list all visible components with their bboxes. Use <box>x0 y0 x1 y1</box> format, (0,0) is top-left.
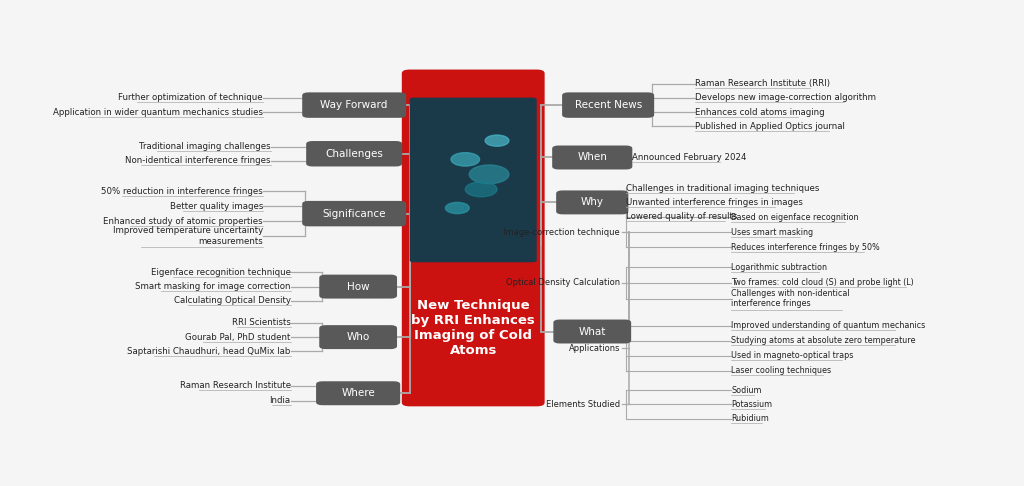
Text: When: When <box>578 153 607 162</box>
Text: Traditional imaging challenges: Traditional imaging challenges <box>139 142 270 151</box>
Text: How: How <box>347 281 370 292</box>
Text: Uses smart masking: Uses smart masking <box>731 228 813 237</box>
Text: Way Forward: Way Forward <box>321 100 388 110</box>
Circle shape <box>445 202 469 214</box>
Text: Laser cooling techniques: Laser cooling techniques <box>731 366 831 375</box>
Circle shape <box>485 135 509 146</box>
Text: Better quality images: Better quality images <box>170 202 263 210</box>
Text: Challenges in traditional imaging techniques: Challenges in traditional imaging techni… <box>627 184 820 192</box>
FancyBboxPatch shape <box>306 141 402 167</box>
FancyBboxPatch shape <box>319 275 397 298</box>
Text: Raman Research Institute (RRI): Raman Research Institute (RRI) <box>695 79 830 88</box>
Text: Raman Research Institute: Raman Research Institute <box>179 381 291 390</box>
Text: Non-identical interference fringes: Non-identical interference fringes <box>125 156 270 165</box>
Text: Calculating Optical Density: Calculating Optical Density <box>174 296 291 305</box>
Text: 50% reduction in interference fringes: 50% reduction in interference fringes <box>101 187 263 196</box>
Text: Further optimization of technique: Further optimization of technique <box>119 93 263 103</box>
Text: Gourab Pal, PhD student: Gourab Pal, PhD student <box>185 332 291 342</box>
Circle shape <box>469 165 509 184</box>
FancyBboxPatch shape <box>401 69 545 406</box>
Text: Significance: Significance <box>323 208 386 219</box>
Text: Develops new image-correction algorithm: Develops new image-correction algorithm <box>695 93 877 103</box>
Text: Challenges with non-identical
interference fringes: Challenges with non-identical interferen… <box>731 289 850 308</box>
Circle shape <box>465 182 497 197</box>
Text: Who: Who <box>346 332 370 342</box>
FancyBboxPatch shape <box>410 98 537 262</box>
Text: Saptarishi Chaudhuri, head QuMix lab: Saptarishi Chaudhuri, head QuMix lab <box>127 347 291 356</box>
Text: Based on eigenface recognition: Based on eigenface recognition <box>731 213 859 222</box>
Text: Application in wider quantum mechanics studies: Application in wider quantum mechanics s… <box>53 108 263 117</box>
Text: Used in magneto-optical traps: Used in magneto-optical traps <box>731 351 854 360</box>
Text: Rubidium: Rubidium <box>731 414 769 423</box>
Text: Enhances cold atoms imaging: Enhances cold atoms imaging <box>695 108 825 117</box>
Text: Announced February 2024: Announced February 2024 <box>632 153 746 162</box>
FancyBboxPatch shape <box>302 201 407 226</box>
Text: Improved understanding of quantum mechanics: Improved understanding of quantum mechan… <box>731 321 926 330</box>
Text: What: What <box>579 327 606 336</box>
Text: Smart masking for image correction: Smart masking for image correction <box>135 282 291 291</box>
FancyBboxPatch shape <box>552 145 633 170</box>
Text: Improved temperature uncertainty
measurements: Improved temperature uncertainty measure… <box>113 226 263 246</box>
FancyBboxPatch shape <box>316 382 400 405</box>
FancyBboxPatch shape <box>553 319 631 344</box>
FancyBboxPatch shape <box>562 92 654 118</box>
Text: Elements Studied: Elements Studied <box>546 400 620 409</box>
Text: Lowered quality of results: Lowered quality of results <box>627 212 737 221</box>
Text: New Technique
by RRI Enhances
Imaging of Cold
Atoms: New Technique by RRI Enhances Imaging of… <box>412 299 536 357</box>
Text: Two frames: cold cloud (S) and probe light (L): Two frames: cold cloud (S) and probe lig… <box>731 278 913 287</box>
Text: India: India <box>269 396 291 405</box>
Text: Image-correction technique: Image-correction technique <box>503 228 620 237</box>
Text: Where: Where <box>341 388 375 398</box>
Text: Recent News: Recent News <box>574 100 642 110</box>
Text: Eigenface recognition technique: Eigenface recognition technique <box>151 268 291 277</box>
Text: Applications: Applications <box>568 344 620 353</box>
Text: Challenges: Challenges <box>326 149 383 159</box>
Text: Unwanted interference fringes in images: Unwanted interference fringes in images <box>627 198 803 207</box>
Text: Studying atoms at absolute zero temperature: Studying atoms at absolute zero temperat… <box>731 336 915 346</box>
FancyBboxPatch shape <box>319 325 397 349</box>
Text: Logarithmic subtraction: Logarithmic subtraction <box>731 262 827 272</box>
Text: RRI Scientists: RRI Scientists <box>231 318 291 328</box>
Text: Reduces interference fringes by 50%: Reduces interference fringes by 50% <box>731 243 880 252</box>
Text: Enhanced study of atomic properties: Enhanced study of atomic properties <box>103 217 263 226</box>
FancyBboxPatch shape <box>556 191 629 214</box>
Text: Sodium: Sodium <box>731 386 762 395</box>
Circle shape <box>451 153 479 166</box>
Text: Why: Why <box>581 197 604 208</box>
Text: Published in Applied Optics journal: Published in Applied Optics journal <box>695 122 845 131</box>
FancyBboxPatch shape <box>302 92 407 118</box>
Text: Potassium: Potassium <box>731 400 772 409</box>
Text: Optical Density Calculation: Optical Density Calculation <box>506 278 620 287</box>
